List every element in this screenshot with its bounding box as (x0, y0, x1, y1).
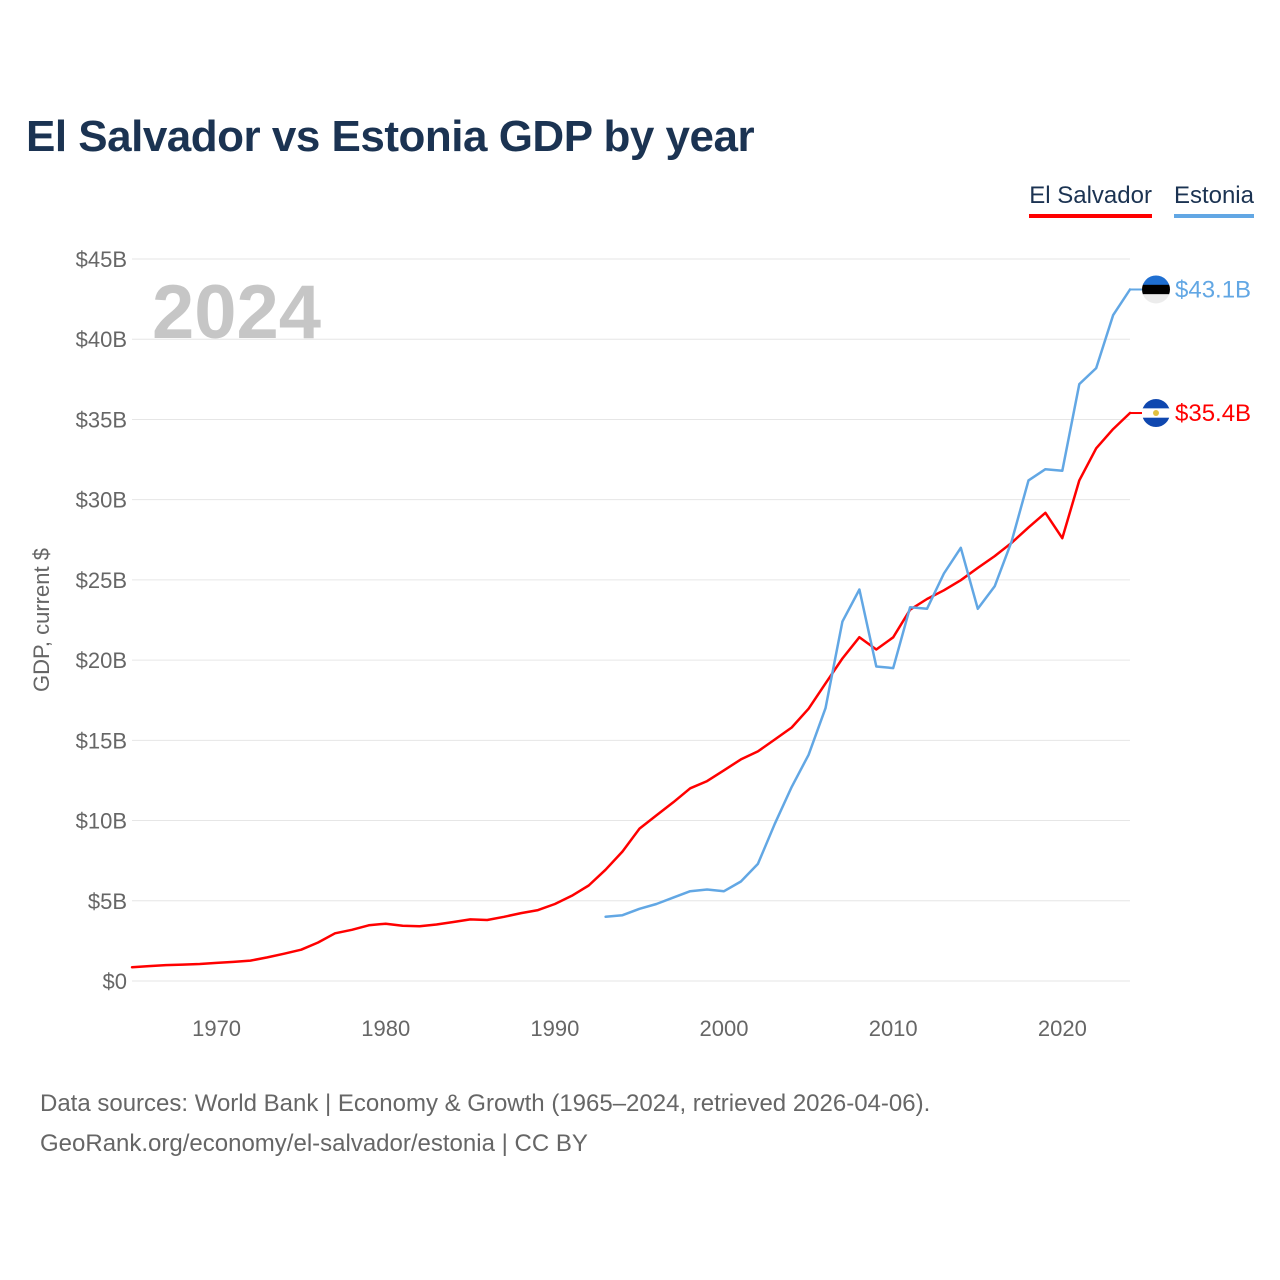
y-tick-label: $15B (76, 728, 127, 753)
end-value-label-estonia: $43.1B (1175, 276, 1251, 303)
series-line-el-salvador (130, 411, 1132, 969)
y-tick-label: $25B (76, 568, 127, 593)
y-tick-label: $0 (103, 969, 127, 994)
flag-icon-estonia (1142, 275, 1170, 304)
footer: Data sources: World Bank | Economy & Gro… (40, 1084, 930, 1164)
x-tick-label: 2000 (700, 1016, 749, 1041)
y-tick-label: $35B (76, 407, 127, 432)
y-tick-label: $20B (76, 648, 127, 673)
y-tick-label: $40B (76, 327, 127, 352)
end-value-label-el-salvador: $35.4B (1175, 400, 1251, 427)
legend: El Salvador Estonia (1029, 182, 1254, 218)
chart-title: El Salvador vs Estonia GDP by year (26, 112, 755, 161)
x-tick-label: 2010 (869, 1016, 918, 1041)
x-tick-label: 1970 (192, 1016, 241, 1041)
legend-item-el-salvador[interactable]: El Salvador (1029, 182, 1152, 218)
x-tick-label: 1980 (361, 1016, 410, 1041)
x-tick-label: 1990 (530, 1016, 579, 1041)
attribution-link[interactable]: GeoRank.org/economy/el-salvador/estonia … (40, 1130, 588, 1157)
data-sources-text: Data sources: World Bank | Economy & Gro… (40, 1090, 931, 1117)
series-line-estonia (604, 288, 1132, 919)
y-tick-label: $45B (76, 247, 127, 272)
y-tick-label: $10B (76, 809, 127, 834)
y-tick-label: $5B (88, 889, 127, 914)
y-tick-label: $30B (76, 488, 127, 513)
year-watermark: 2024 (152, 270, 321, 355)
legend-item-estonia[interactable]: Estonia (1173, 182, 1254, 218)
x-tick-label: 2020 (1038, 1016, 1087, 1041)
flag-icon-el-salvador (1142, 399, 1170, 428)
